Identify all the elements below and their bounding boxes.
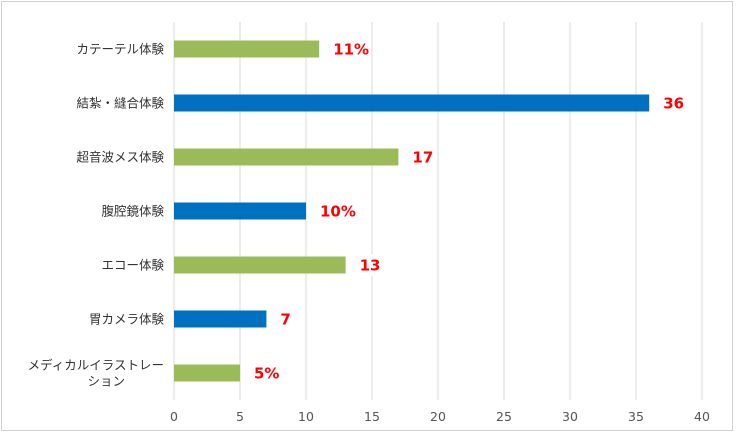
bar-7	[174, 364, 240, 382]
data-label: 17	[412, 149, 433, 167]
x-tick-label: 30	[562, 409, 578, 424]
category-label: 超音波メス体験	[76, 150, 164, 165]
category-label-text: 超音波メス体験	[76, 150, 164, 165]
data-label: 11%	[333, 41, 369, 59]
x-tick-label: 35	[628, 409, 644, 424]
data-label-background	[660, 92, 686, 114]
x-tick-label: 25	[496, 409, 512, 424]
category-label-line: メディカルイラストレー	[28, 358, 164, 373]
category-label-text: エコー体験	[101, 258, 164, 273]
data-label-background	[251, 362, 276, 384]
category-label-text: カテーテル体験	[76, 42, 164, 57]
data-label: 36	[663, 95, 684, 113]
category-label-line: ション	[87, 374, 125, 389]
category-label-text: 胃カメラ体験	[89, 312, 165, 327]
category-labels: カテーテル体験結紮・縫合体験超音波メス体験腹腔鏡体験エコー体験胃カメラ体験メディ…	[28, 42, 165, 389]
x-tick-label: 0	[170, 409, 178, 424]
data-label: 5%	[254, 365, 279, 383]
data-label-background	[277, 308, 293, 330]
category-label: 腹腔鏡体験	[101, 204, 164, 219]
category-label-text: 結紮・縫合体験	[76, 96, 164, 111]
x-tick-label: 20	[430, 409, 446, 424]
data-label-background	[409, 146, 435, 168]
bars	[174, 40, 650, 382]
data-label-background	[330, 38, 365, 60]
data-label: 7	[280, 311, 290, 329]
x-tick-label: 10	[298, 409, 314, 424]
category-label: カテーテル体験	[76, 42, 164, 57]
x-tick-label: 40	[694, 409, 710, 424]
bar-3	[174, 148, 399, 166]
bar-5	[174, 256, 346, 274]
bar-2	[174, 94, 650, 112]
data-label-background	[317, 200, 352, 222]
bar-6	[174, 310, 267, 328]
category-label: 結紮・縫合体験	[76, 96, 164, 111]
data-labels: 11% 36 17 10% 13 7 5%	[251, 38, 686, 384]
category-label: エコー体験	[101, 258, 164, 273]
x-tick-label: 15	[364, 409, 380, 424]
data-label-background	[356, 254, 382, 276]
bar-4	[174, 202, 306, 220]
category-label-text: 腹腔鏡体験	[101, 204, 164, 219]
bar-1	[174, 40, 320, 58]
x-tick-label: 5	[236, 409, 244, 424]
gridlines	[173, 22, 703, 400]
x-tick-labels: 0 5 10 15 20 25 30 35 40	[170, 409, 710, 424]
data-label: 10%	[320, 203, 356, 221]
category-label: 胃カメラ体験	[89, 312, 165, 327]
data-label: 13	[360, 257, 381, 275]
